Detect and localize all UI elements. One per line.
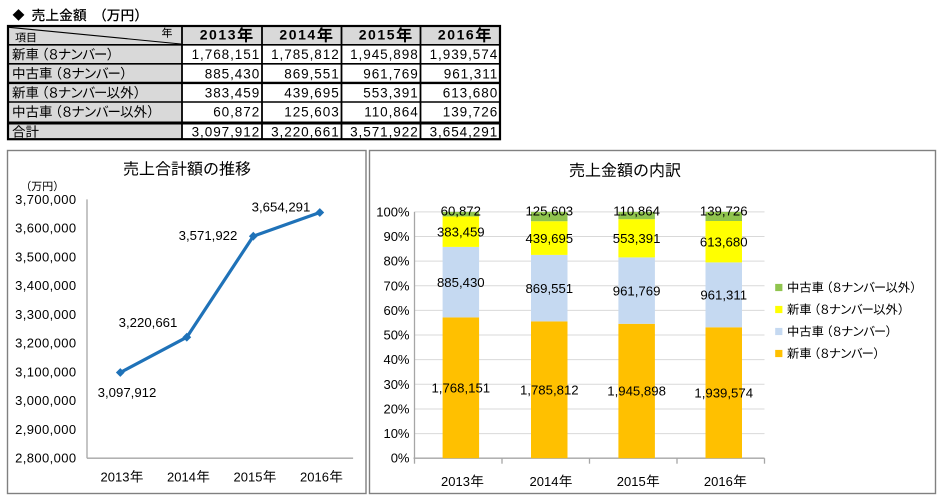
svg-text:2014: 2014 [167,470,196,485]
svg-text:125,603: 125,603 [284,105,339,120]
svg-text:60,872: 60,872 [441,203,481,218]
svg-text:3,500,000: 3,500,000 [15,249,76,264]
svg-text:2014: 2014 [530,474,559,489]
svg-text:2,800,000: 2,800,000 [15,451,76,466]
svg-text:3,654,291: 3,654,291 [252,200,311,215]
svg-text:961,311: 961,311 [700,288,747,303]
svg-text:2013: 2013 [101,470,130,485]
svg-text:125,603: 125,603 [525,203,573,218]
svg-text:439,695: 439,695 [284,86,339,101]
svg-text:383,459: 383,459 [205,86,260,101]
svg-text:2014: 2014 [279,27,316,43]
svg-text:439,695: 439,695 [525,231,573,246]
svg-text:20%: 20% [383,401,409,416]
svg-text:110,864: 110,864 [364,105,418,120]
svg-text:3,571,922: 3,571,922 [179,228,238,243]
svg-text:50%: 50% [383,328,409,343]
svg-text:2013: 2013 [200,27,237,43]
svg-text:3,100,000: 3,100,000 [15,364,76,379]
svg-text:961,769: 961,769 [363,66,418,81]
svg-text:70%: 70% [383,278,409,293]
svg-text:1,939,574: 1,939,574 [694,385,753,400]
svg-text:3,700,000: 3,700,000 [15,192,76,207]
svg-text:1,768,151: 1,768,151 [431,381,490,396]
svg-text:1,785,812: 1,785,812 [271,47,340,62]
svg-text:1,768,151: 1,768,151 [192,47,261,62]
svg-text:80%: 80% [383,254,409,269]
svg-text:2013: 2013 [441,474,470,489]
svg-text:869,551: 869,551 [525,281,573,296]
svg-text:139,726: 139,726 [700,203,748,218]
svg-text:60,872: 60,872 [213,105,260,120]
svg-text:3,097,912: 3,097,912 [192,125,261,140]
svg-text:3,571,922: 3,571,922 [350,125,419,140]
svg-text:90%: 90% [383,229,409,244]
svg-text:139,726: 139,726 [443,105,498,120]
svg-text:1,939,574: 1,939,574 [430,47,499,62]
svg-text:3,600,000: 3,600,000 [15,221,76,236]
svg-text:110,864: 110,864 [613,203,660,218]
svg-text:885,430: 885,430 [437,275,485,290]
svg-text:2016: 2016 [704,474,733,489]
svg-text:2016: 2016 [300,470,329,485]
svg-text:3,097,912: 3,097,912 [98,385,157,400]
svg-text:613,680: 613,680 [700,234,748,249]
svg-text:10%: 10% [383,426,409,441]
svg-text:869,551: 869,551 [284,66,339,81]
svg-text:961,311: 961,311 [444,66,498,81]
svg-text:613,680: 613,680 [443,86,498,101]
svg-text:3,654,291: 3,654,291 [430,125,499,140]
svg-text:30%: 30% [383,377,409,392]
svg-text:40%: 40% [383,352,409,367]
svg-text:2015: 2015 [617,474,646,489]
svg-text:383,459: 383,459 [437,224,485,239]
svg-text:961,769: 961,769 [613,283,661,298]
svg-text:3,200,000: 3,200,000 [15,336,76,351]
svg-text:2015: 2015 [234,470,263,485]
svg-text:553,391: 553,391 [613,231,661,246]
svg-text:1,785,812: 1,785,812 [520,383,579,398]
svg-text:60%: 60% [383,303,409,318]
svg-text:885,430: 885,430 [205,66,260,81]
svg-text:3,400,000: 3,400,000 [15,278,76,293]
svg-text:3,220,661: 3,220,661 [271,125,340,140]
svg-text:2,900,000: 2,900,000 [15,422,76,437]
svg-text:2015: 2015 [359,27,396,43]
svg-text:553,391: 553,391 [363,86,418,101]
svg-text:0%: 0% [391,451,410,466]
svg-text:3,220,661: 3,220,661 [119,315,178,330]
svg-text:3,300,000: 3,300,000 [15,307,76,322]
svg-text:1,945,898: 1,945,898 [607,384,666,399]
svg-text:3,000,000: 3,000,000 [15,393,76,408]
svg-text:2016: 2016 [438,27,475,43]
svg-text:100%: 100% [376,204,410,219]
svg-text:1,945,898: 1,945,898 [350,47,419,62]
